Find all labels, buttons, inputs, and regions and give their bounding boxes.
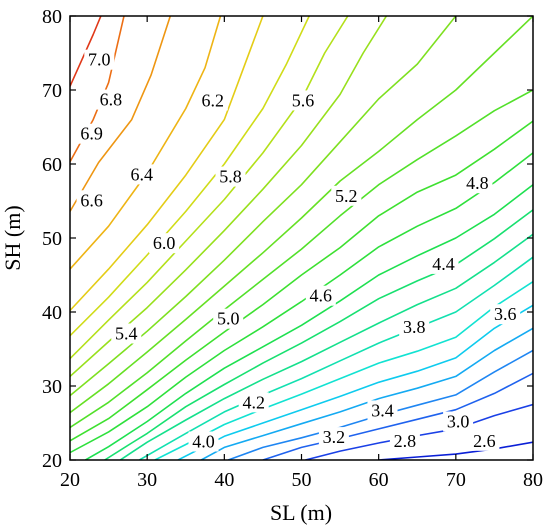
x-tick-label: 60 [369, 469, 389, 491]
contour-label-bg [95, 89, 126, 110]
contour-label-bg [288, 90, 318, 111]
contour-label: 2.6 [473, 431, 496, 451]
contour-label: 2.8 [394, 431, 417, 451]
contour-label-bg [76, 123, 107, 144]
contour-label: 4.8 [466, 173, 489, 193]
contour-label: 5.2 [335, 186, 358, 206]
contour-label-bg [305, 285, 336, 306]
y-tick-label: 40 [42, 302, 62, 324]
contour-label-bg [443, 411, 474, 432]
contour-line-3.0 [262, 372, 533, 460]
x-axis-ticks: 20 30 40 50 60 70 80 [60, 16, 543, 491]
contour-line-6.2 [70, 16, 310, 337]
y-tick-label: 30 [42, 376, 62, 398]
contour-label-bg [215, 166, 246, 187]
contour-lines [70, 16, 533, 460]
contour-label-bg [238, 392, 269, 413]
contour-label: 4.4 [432, 254, 455, 274]
x-tick-label: 80 [523, 469, 543, 491]
contour-label-bg [126, 164, 157, 185]
contour-label: 4.0 [192, 432, 215, 452]
contour-label-bg [197, 90, 228, 111]
contour-label-bg [399, 316, 430, 337]
contour-line-5.4 [70, 16, 533, 414]
y-axis-label: SH (m) [0, 205, 25, 270]
contour-label: 5.8 [219, 167, 242, 187]
contour-line-5.2 [70, 89, 533, 429]
contour-label-bg [76, 190, 107, 211]
contour-label: 5.6 [292, 90, 315, 110]
contour-label: 3.2 [323, 427, 346, 447]
y-tick-label: 20 [42, 450, 62, 472]
contour-label: 6.6 [80, 190, 103, 210]
contour-label: 6.4 [131, 164, 154, 184]
contour-label: 3.4 [371, 400, 394, 420]
contour-label-bg [469, 430, 500, 451]
contour-label: 4.2 [242, 392, 265, 412]
contour-label-bg [389, 430, 420, 451]
y-axis-ticks: 20 30 40 50 60 70 80 [42, 6, 533, 472]
y-tick-label: 60 [42, 154, 62, 176]
contour-label-bg [490, 304, 521, 325]
x-tick-label: 50 [292, 469, 312, 491]
contour-label: 3.8 [403, 317, 426, 337]
contour-label: 4.6 [310, 286, 333, 306]
contour-label-bg [462, 173, 493, 194]
y-tick-label: 80 [42, 6, 62, 28]
x-tick-label: 20 [60, 469, 80, 491]
contour-label-bg [84, 49, 115, 70]
contour-label: 6.0 [153, 233, 176, 253]
contour-line-6.4 [70, 16, 264, 312]
y-tick-label: 70 [42, 80, 62, 102]
x-tick-label: 30 [137, 469, 157, 491]
contour-line-4.0 [139, 256, 533, 460]
contour-labels: 7.0 6.8 6.9 6.6 6.4 6.2 6.0 5.8 5.6 5.4 5.0 5.2 4.8 4… [76, 49, 521, 452]
contour-label-bg [428, 253, 459, 274]
contour-line-4.8 [70, 152, 533, 454]
contour-label: 6.9 [80, 124, 103, 144]
contour-label: 5.0 [217, 309, 240, 329]
contour-line-5.0 [70, 120, 533, 442]
contour-label-bg [188, 431, 219, 452]
contour-line-3.4 [200, 327, 533, 460]
contour-label: 7.0 [88, 50, 111, 70]
contour-line-3.8 [154, 281, 533, 460]
contour-line-4.2 [119, 233, 533, 460]
contour-line-4.6 [85, 184, 533, 460]
contour-line-6.6 [70, 16, 222, 270]
contour-label-bg [213, 308, 244, 329]
x-tick-label: 40 [214, 469, 234, 491]
contour-label: 6.8 [100, 90, 123, 110]
contour-line-6.0 [70, 16, 349, 360]
contour-line-7.0 [70, 16, 102, 87]
contour-line-6.8 [70, 16, 172, 212]
x-tick-label: 70 [446, 469, 466, 491]
contour-label: 6.2 [202, 90, 225, 110]
contour-label-bg [367, 400, 398, 421]
contour-label-bg [111, 323, 142, 344]
contour-label: 5.4 [115, 324, 138, 344]
x-axis-label: SL (m) [270, 500, 332, 525]
contour-label-bg [149, 233, 180, 254]
y-tick-label: 50 [42, 228, 62, 250]
contour-label-bg [318, 427, 349, 448]
contour-label: 3.0 [447, 412, 470, 432]
contour-label-bg [331, 185, 362, 206]
contour-label: 3.6 [494, 304, 517, 324]
